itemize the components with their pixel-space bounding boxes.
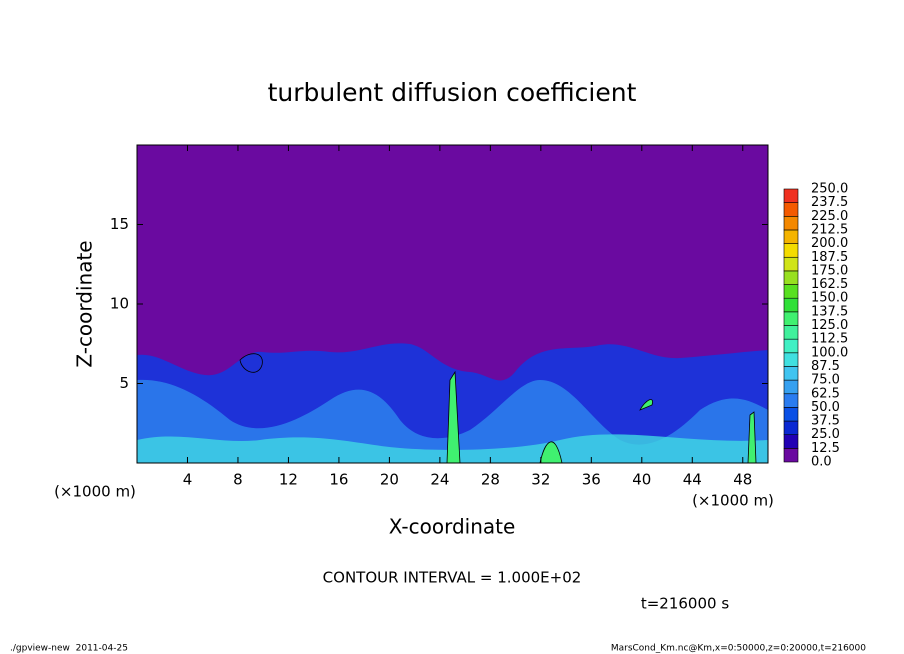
colorbar-box <box>783 420 799 435</box>
colorbar-label: 62.5 <box>811 386 840 401</box>
colorbar-box <box>783 393 799 408</box>
x-tick-label: 28 <box>481 471 500 489</box>
colorbar-box <box>783 229 799 244</box>
colorbar-label: 37.5 <box>811 414 840 429</box>
colorbar-label: 237.5 <box>811 195 848 210</box>
footer-left: ./gpview-new 2011-04-25 <box>10 644 128 654</box>
colorbar-label: 175.0 <box>811 263 848 278</box>
y-axis-label: Z-coordinate <box>73 240 97 367</box>
colorbar-box <box>783 297 799 313</box>
x-tick-label: 44 <box>683 471 702 489</box>
x-tick-label: 4 <box>183 471 193 489</box>
x-tick-label: 32 <box>531 471 550 489</box>
footer-right: MarsCond_Km.nc@Km,x=0:50000,z=0:20000,t=… <box>611 644 866 654</box>
colorbar-box <box>783 188 799 203</box>
colorbar-box <box>783 366 799 381</box>
colorbar-box <box>783 202 799 217</box>
colorbar-label: 12.5 <box>811 441 840 456</box>
x-tick-label: 8 <box>233 471 243 489</box>
y-tick-label: 15 <box>110 215 129 233</box>
x-tick-label: 24 <box>430 471 449 489</box>
y-unit: (×1000 m) <box>692 492 774 510</box>
x-tick-label: 12 <box>279 471 298 489</box>
colorbar-label: 112.5 <box>811 332 848 347</box>
colorbar-label: 87.5 <box>811 359 840 374</box>
field-patch <box>639 399 653 411</box>
colorbar-box <box>783 407 799 422</box>
colorbar-box <box>783 216 799 231</box>
colorbar-label: 125.0 <box>811 318 848 333</box>
contour-interval: CONTOUR INTERVAL = 1.000E+02 <box>323 569 582 587</box>
time-label: t=216000 s <box>641 595 729 613</box>
colorbar-box <box>783 243 799 258</box>
colorbar-label: 212.5 <box>811 222 848 237</box>
field <box>137 145 768 464</box>
colorbar-label: 250.0 <box>811 182 848 197</box>
colorbar-box <box>783 338 799 354</box>
x-tick-label: 40 <box>632 471 651 489</box>
x-tick-label: 16 <box>329 471 348 489</box>
x-axis-label: X-coordinate <box>389 515 516 539</box>
colorbar-box <box>783 311 799 326</box>
colorbar-box <box>783 352 799 367</box>
contour-line <box>239 353 263 373</box>
y-tick-label: 10 <box>110 295 129 313</box>
colorbar-label: 0.0 <box>811 455 832 470</box>
colorbar-label: 100.0 <box>811 345 848 360</box>
colorbar-label: 50.0 <box>811 400 840 415</box>
field-band <box>137 434 768 463</box>
x-tick-label: 20 <box>380 471 399 489</box>
colorbar-box <box>783 434 799 449</box>
colorbar-box <box>783 379 799 395</box>
x-unit: (×1000 m) <box>54 483 136 501</box>
colorbar-box <box>783 325 799 340</box>
colorbar-label: 75.0 <box>811 373 840 388</box>
colorbar-label: 162.5 <box>811 277 848 292</box>
colorbar-label: 225.0 <box>811 209 848 224</box>
colorbar-label: 200.0 <box>811 236 848 251</box>
colorbar-box <box>783 270 799 285</box>
colorbar-label: 25.0 <box>811 427 840 442</box>
colorbar-label: 187.5 <box>811 250 848 265</box>
colorbar-label: 137.5 <box>811 304 848 319</box>
chart-title: turbulent diffusion coefficient <box>268 78 637 107</box>
colorbar-box <box>783 256 799 272</box>
colorbar-box <box>783 284 799 299</box>
y-tick-label: 5 <box>119 374 129 392</box>
x-tick-label: 36 <box>582 471 601 489</box>
colorbar-label: 150.0 <box>811 291 848 306</box>
x-tick-label: 48 <box>733 471 752 489</box>
colorbar-box <box>783 448 799 463</box>
